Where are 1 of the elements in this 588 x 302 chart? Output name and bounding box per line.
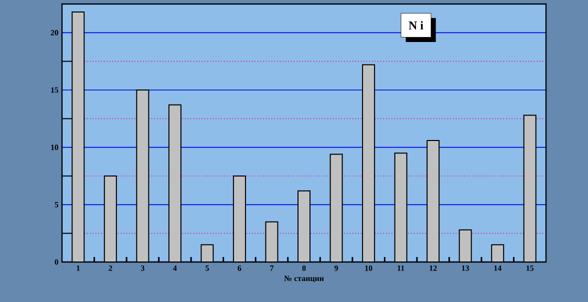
annotation: N i <box>408 21 424 30</box>
